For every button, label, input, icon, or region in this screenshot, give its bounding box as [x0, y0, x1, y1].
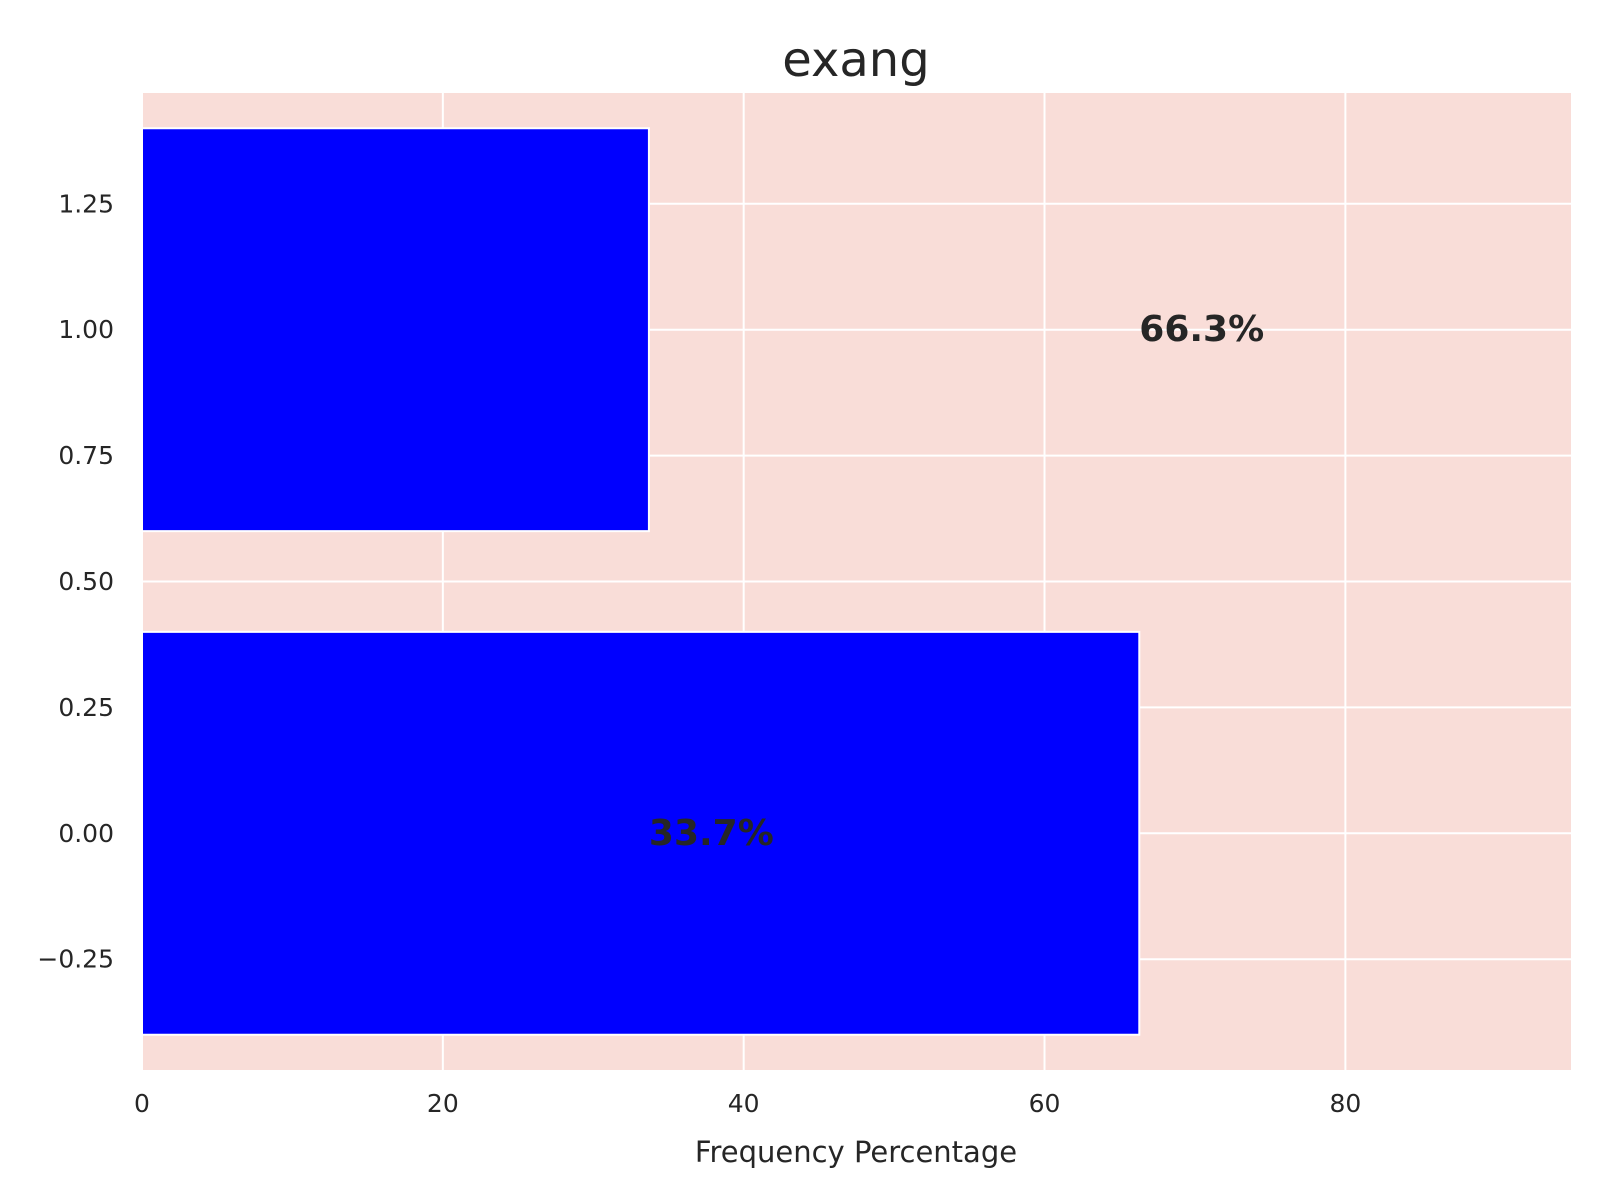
- bar-value-label: 33.7%: [649, 813, 774, 854]
- x-tick-label: 0: [134, 1089, 150, 1118]
- y-tick-label: 1.25: [58, 189, 114, 218]
- bar-value-label: 66.3%: [1139, 309, 1264, 350]
- y-tick-label: 0.50: [58, 567, 114, 596]
- bar-0: [141, 630, 1141, 1036]
- y-tick-label: 0.75: [58, 441, 114, 470]
- y-tick-label: 0.25: [58, 693, 114, 722]
- x-tick-label: 60: [1029, 1089, 1061, 1118]
- x-tick-label: 20: [427, 1089, 459, 1118]
- y-tick-label: 0.00: [58, 819, 114, 848]
- bar-1: [141, 127, 650, 533]
- y-tick-label: −0.25: [37, 945, 114, 974]
- x-tick-label: 80: [1329, 1089, 1361, 1118]
- chart-title: exang: [782, 32, 929, 88]
- y-tick-label: 1.00: [58, 315, 114, 344]
- x-tick-label: 40: [728, 1089, 760, 1118]
- x-axis-label: Frequency Percentage: [695, 1135, 1017, 1169]
